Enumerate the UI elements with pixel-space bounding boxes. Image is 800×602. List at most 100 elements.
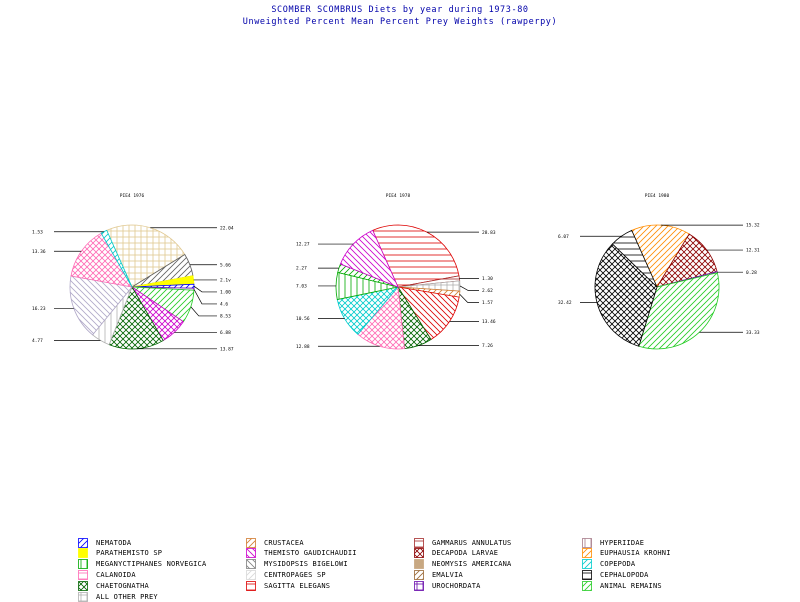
- legend-label: PARATHEMISTO SP: [96, 549, 163, 558]
- pie-slice: [372, 224, 460, 288]
- legend-item: MEGANYCTIPHANES NORVEGICA: [78, 559, 206, 570]
- pie-chart-1: PIE4 1976 22.04 5.66 2.1v 1.00 4.6 8.53 6.88 13.…: [32, 193, 234, 352]
- legend-label: THEMISTO GAUDICHAUDII: [264, 549, 357, 558]
- slice-value-label: 22.04: [220, 225, 234, 231]
- legend-swatch: [414, 548, 424, 559]
- legend-label: NEOMYSIS AMERICANA: [432, 560, 512, 569]
- slice-value-label: 13.87: [220, 346, 234, 352]
- legend-label: UROCHORDATA: [432, 581, 481, 590]
- leader-line: [193, 289, 217, 305]
- legend-label: CALANOIDA: [96, 570, 136, 579]
- slice-value-label: 12.27: [296, 242, 310, 248]
- legend-swatch: [246, 548, 256, 559]
- legend-label: CRUSTACEA: [264, 538, 304, 547]
- legend-item: SAGITTA ELEGANS: [246, 580, 330, 591]
- legend-swatch: [246, 580, 256, 591]
- slice-value-label: 1.00: [220, 290, 231, 296]
- slice-value-label: 0.28: [746, 270, 757, 276]
- legend-label: COPEPODA: [600, 560, 636, 569]
- legend-label: NEMATODA: [96, 538, 132, 547]
- legend-label: ANIMAL REMAINS: [600, 581, 662, 590]
- pie-title: PIE4 1978: [386, 193, 411, 199]
- leader-line: [459, 285, 479, 291]
- legend-item: CENTROPAGES SP: [246, 569, 326, 580]
- legend-label: SAGITTA ELEGANS: [264, 581, 331, 590]
- legend-swatch: [414, 580, 424, 591]
- slice-value-label: 2.1v: [220, 278, 231, 284]
- pie-slice: [108, 286, 164, 350]
- slice-value-label: 2.27: [296, 266, 307, 272]
- slice-value-label: 5.66: [220, 262, 231, 268]
- legend-item: EUPHAUSIA KROHNI: [582, 548, 671, 559]
- slice-value-label: 1.30: [482, 276, 493, 282]
- legend-swatch: [582, 569, 592, 580]
- pie-chart-3: PIE4 1980 15.32 12.31 0.28 33.33 6.07 32.42: [558, 193, 760, 350]
- slice-value-label: 7.26: [482, 343, 493, 349]
- legend-swatch: [582, 548, 592, 559]
- slice-value-label: 6.07: [558, 234, 569, 240]
- slice-value-label: 15.32: [746, 223, 760, 229]
- legend-swatch: [78, 580, 88, 591]
- slice-value-label: 2.62: [482, 288, 493, 294]
- pie-title: PIE4 1976: [120, 193, 145, 199]
- slice-value-label: 32.42: [558, 300, 572, 306]
- slice-value-label: 12.31: [746, 248, 760, 254]
- legend-item: CALANOIDA: [78, 569, 136, 580]
- leader-line: [190, 306, 217, 317]
- legend-label: CEPHALOPODA: [600, 570, 649, 579]
- legend-item: NEMATODA: [78, 537, 131, 548]
- slice-value-label: 1.53: [32, 229, 43, 235]
- slice-value-label: 13.46: [482, 319, 496, 325]
- legend-label: CENTROPAGES SP: [264, 570, 326, 579]
- legend-item: ALL OTHER PREY: [78, 591, 158, 602]
- slice-value-label: 7.03: [296, 284, 307, 290]
- legend-swatch: [246, 537, 256, 548]
- slice-value-label: 8.53: [220, 314, 231, 320]
- legend-item: GAMMARUS ANNULATUS: [414, 537, 511, 548]
- legend-label: MYSIDOPSIS BIGELOWI: [264, 560, 348, 569]
- chart-title: SCOMBER SCOMBRUS Diets by year during 19…: [271, 5, 529, 15]
- slice-value-label: 16.23: [32, 306, 46, 312]
- legend-item: CHAETOGNATHA: [78, 580, 149, 591]
- slice-value-label: 28.83: [482, 230, 496, 236]
- legend-item: CRUSTACEA: [246, 537, 304, 548]
- legend-swatch: [582, 537, 592, 548]
- legend-swatch: [414, 559, 424, 569]
- legend-item: PARATHEMISTO SP: [78, 548, 162, 559]
- legend-label: EUPHAUSIA KROHNI: [600, 549, 671, 558]
- legend-swatch: [78, 569, 88, 580]
- legend-swatch: [414, 569, 424, 580]
- legend-swatch: [78, 591, 88, 602]
- legend-item: THEMISTO GAUDICHAUDII: [246, 548, 357, 559]
- pie-slice: [70, 232, 133, 288]
- slice-value-label: 13.36: [32, 249, 46, 255]
- legend-item: DECAPODA LARVAE: [414, 548, 498, 559]
- legend-swatch: [78, 559, 88, 569]
- legend-item: NEOMYSIS AMERICANA: [414, 559, 511, 570]
- legend-item: HYPERIIDAE: [582, 537, 644, 548]
- leader-line: [193, 285, 217, 293]
- legend-label: HYPERIIDAE: [600, 538, 645, 547]
- legend-swatch: [78, 537, 88, 548]
- legend-item: ANIMAL REMAINS: [582, 580, 662, 591]
- legend-label: GAMMARUS ANNULATUS: [432, 538, 512, 547]
- legend-item: MYSIDOPSIS BIGELOWI: [246, 559, 348, 570]
- legend-label: DECAPODA LARVAE: [432, 549, 499, 558]
- slice-value-label: 4.77: [32, 338, 43, 344]
- slice-value-label: 33.33: [746, 330, 760, 336]
- legend-item: EMALVIA: [414, 569, 463, 580]
- legend-item: CEPHALOPODA: [582, 569, 649, 580]
- legend: NEMATODA CRUSTACEA GAMMARUS ANNULATUS HYPER…: [78, 537, 798, 602]
- chart-subtitle: Unweighted Percent Mean Percent Prey Wei…: [242, 17, 558, 27]
- legend-item: COPEPODA: [582, 559, 635, 570]
- legend-label: EMALVIA: [432, 570, 463, 579]
- pie-title: PIE4 1980: [645, 193, 670, 199]
- legend-swatch: [246, 569, 256, 580]
- legend-swatch: [582, 559, 592, 569]
- slice-value-label: 1.57: [482, 300, 493, 306]
- pie-chart-2: PIE4 1978 28.83 1.30 2.62 1.57 13.46 7.26 12.27…: [296, 193, 496, 350]
- pie-slice: [638, 272, 720, 350]
- slice-value-label: 4.6: [220, 302, 228, 308]
- legend-swatch: [582, 580, 592, 591]
